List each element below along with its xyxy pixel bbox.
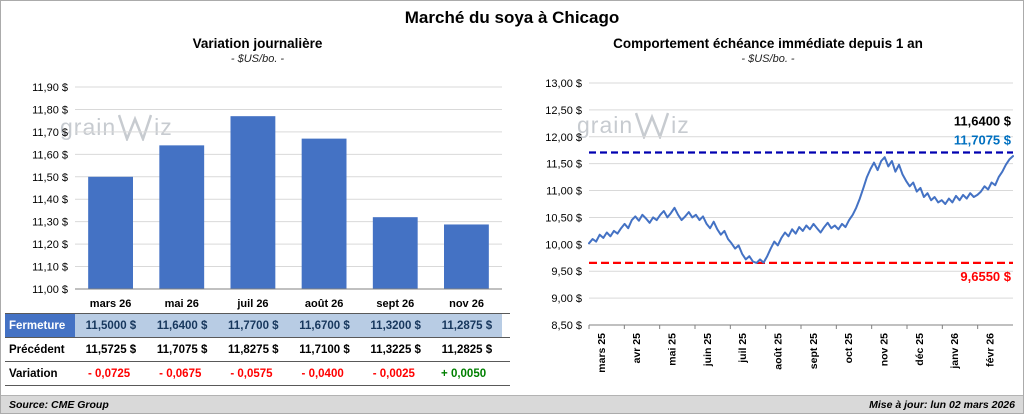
table-cell: - 0,0400: [301, 367, 344, 380]
grainwiz-text-grain: grain: [60, 113, 117, 140]
x-axis-label: sept 25: [808, 333, 820, 369]
x-axis-label: févr 26: [985, 333, 997, 367]
x-axis-label: août 25: [773, 333, 785, 370]
x-axis-label: avr 25: [631, 333, 643, 364]
svg-text:11,20 $: 11,20 $: [32, 239, 68, 251]
svg-text:8,50 $: 8,50 $: [551, 320, 582, 332]
table-cell: 11,3200 $: [359, 314, 431, 337]
x-axis-label: déc 25: [914, 333, 926, 366]
table-cell: 11,7700 $: [217, 314, 289, 337]
table-cell: - 0,0025: [372, 367, 415, 380]
table-cell: 11,6700 $: [288, 314, 360, 337]
category-label: août 26: [304, 298, 344, 310]
bar: [443, 224, 489, 289]
grainwiz-text-iz: iz: [154, 113, 173, 140]
panel-daily-variation: Variation journalière - $US/bo. - grain …: [5, 35, 510, 386]
svg-text:11,10 $: 11,10 $: [32, 262, 68, 274]
table-cell: 11,2825 $: [441, 343, 493, 356]
bar: [301, 138, 347, 289]
svg-text:11,80 $: 11,80 $: [32, 104, 68, 116]
svg-text:12,00 $: 12,00 $: [545, 132, 582, 144]
grainwiz-logo-w-icon: [635, 112, 670, 139]
row-header-previous: Précédent: [9, 343, 65, 356]
x-axis-label: oct 25: [843, 333, 855, 364]
grainwiz-text-iz: iz: [671, 111, 690, 138]
row-header-variation: Variation: [9, 367, 58, 380]
category-label: juil 26: [237, 298, 269, 310]
svg-text:10,50 $: 10,50 $: [545, 212, 582, 224]
svg-text:11,30 $: 11,30 $: [32, 217, 68, 229]
svg-text:11,90 $: 11,90 $: [32, 82, 68, 94]
svg-text:10,00 $: 10,00 $: [545, 239, 582, 251]
bar: [159, 145, 205, 289]
x-axis-label: nov 25: [879, 333, 891, 366]
table-cell: - 0,0575: [230, 367, 273, 380]
year-low-label: 9,6550 $: [960, 269, 1011, 284]
bar: [372, 217, 418, 289]
table-cell: 11,6400 $: [146, 314, 218, 337]
x-axis-label: mars 25: [596, 333, 608, 373]
x-axis-label: juil 25: [737, 333, 749, 364]
last-price-label: 11,6400 $: [954, 114, 1012, 129]
svg-text:9,50 $: 9,50 $: [551, 266, 582, 278]
bar-chart: 11,90 $ 11,80 $ 11,70 $ 11,60 $ 11,50 $ 11,40…: [32, 82, 502, 295]
category-label: mai 26: [164, 298, 199, 310]
svg-text:11,00 $: 11,00 $: [32, 284, 68, 295]
table-cell: 11,7100 $: [299, 343, 350, 356]
bar-chart-title: Variation journalière: [192, 36, 323, 51]
row-header-close: Fermeture: [5, 314, 75, 337]
table-cell: 11,5725 $: [85, 343, 137, 356]
svg-text:11,40 $: 11,40 $: [32, 194, 68, 206]
grainwiz-watermark: grain iz: [577, 111, 690, 139]
grainwiz-watermark: grain iz: [60, 113, 173, 141]
bar: [230, 116, 276, 289]
category-label: nov 26: [449, 298, 484, 310]
x-axis-label: juin 25: [702, 333, 714, 367]
bar: [88, 176, 134, 289]
table-row-close: Fermeture 11,5000 $ 11,6400 $ 11,7700 $ …: [5, 313, 510, 337]
table-cell: 11,5000 $: [75, 314, 147, 337]
table-cell: 11,2875 $: [430, 314, 503, 337]
category-label: sept 26: [376, 298, 415, 310]
updated-label: Mise à jour: lun 02 mars 2026: [869, 398, 1015, 411]
svg-text:11,50 $: 11,50 $: [32, 172, 68, 184]
svg-text:13,00 $: 13,00 $: [545, 78, 582, 90]
line-chart-title: Comportement échéance immédiate depuis 1…: [613, 36, 923, 51]
page-title: Marché du soya à Chicago: [404, 8, 620, 27]
source-label: Source: CME Group: [9, 398, 109, 411]
line-chart-subtitle: - $US/bo. -: [741, 53, 795, 65]
price-line: [588, 155, 1014, 264]
x-axis-label: mai 25: [667, 333, 679, 366]
panel-front-month: Comportement échéance immédiate depuis 1…: [515, 35, 1021, 391]
table-row-previous: Précédent 11,5725 $ 11,7075 $ 11,8275 $ …: [5, 337, 510, 361]
bar-category-axis: mars 26 mai 26 juil 26 août 26 sept 26 n…: [5, 295, 510, 313]
svg-text:11,00 $: 11,00 $: [546, 186, 582, 198]
footer: Source: CME Group Mise à jour: lun 02 ma…: [1, 395, 1023, 413]
table-cell: - 0,0725: [87, 367, 131, 380]
grainwiz-logo-w-icon: [118, 114, 153, 141]
x-axis-label: janv 26: [949, 333, 961, 370]
table-cell: + 0,0050: [441, 367, 487, 380]
bar-chart-subtitle: - $US/bo. -: [230, 53, 285, 65]
table-cell: 11,3225 $: [370, 343, 421, 356]
table-cell: 11,7075 $: [156, 343, 208, 356]
svg-text:9,00 $: 9,00 $: [551, 293, 582, 305]
line-chart: 13,00 $ 12,50 $ 12,00 $ 11,50 $ 11,00 $ 10,50…: [545, 78, 1014, 373]
svg-text:11,60 $: 11,60 $: [32, 149, 68, 161]
table-cell: 11,8275 $: [228, 343, 279, 356]
table-row-variation: Variation - 0,0725 - 0,0675 - 0,0575 - 0…: [5, 361, 510, 386]
grainwiz-text-grain: grain: [577, 111, 634, 138]
table-cell: - 0,0675: [159, 367, 202, 380]
svg-text:12,50 $: 12,50 $: [545, 105, 582, 117]
svg-text:11,70 $: 11,70 $: [32, 127, 68, 139]
svg-text:11,50 $: 11,50 $: [546, 159, 582, 171]
category-label: mars 26: [89, 298, 132, 310]
previous-close-label: 11,7075 $: [954, 133, 1012, 148]
